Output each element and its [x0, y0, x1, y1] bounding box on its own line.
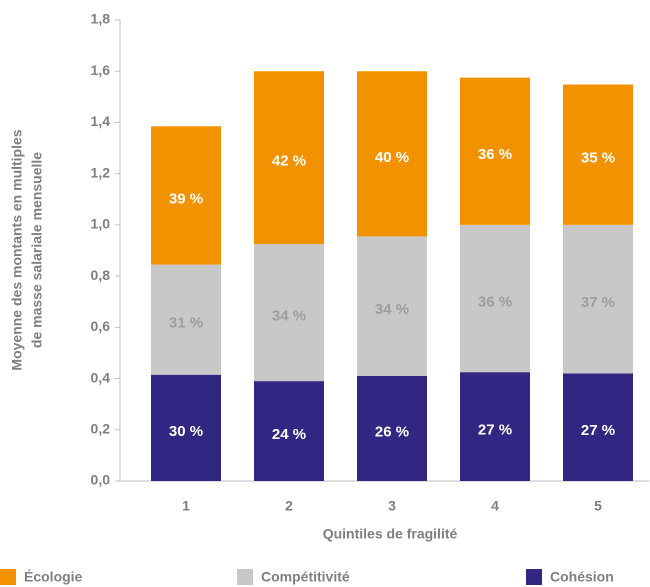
y-axis-label: de masse salariale mensuelle — [29, 152, 45, 348]
y-tick-label: 0,6 — [91, 318, 111, 334]
bar-segment — [563, 373, 633, 481]
y-tick-label: 0,8 — [91, 267, 111, 283]
data-label: 36 % — [478, 293, 512, 310]
legend-swatch — [237, 569, 253, 585]
bar-segment — [254, 71, 324, 245]
bar-segment — [357, 236, 427, 376]
bar-segment — [460, 224, 530, 373]
bar-segment — [151, 126, 221, 265]
x-tick-label: 3 — [388, 498, 396, 514]
y-tick-label: 0,4 — [91, 369, 111, 385]
data-label: 34 % — [272, 308, 306, 325]
y-tick-label: 1,2 — [91, 164, 111, 180]
y-tick-label: 1,6 — [91, 62, 111, 78]
data-label: 27 % — [478, 422, 512, 439]
data-label: 34 % — [375, 301, 409, 318]
y-tick-label: 1,4 — [91, 113, 111, 129]
data-label: 27 % — [581, 422, 615, 439]
bar-segment — [357, 71, 427, 237]
y-tick-label: 1,8 — [91, 11, 111, 27]
data-label: 37 % — [581, 294, 615, 311]
data-label: 26 % — [375, 423, 409, 440]
bar-segment — [563, 224, 633, 374]
bar-segment — [254, 244, 324, 382]
data-label: 24 % — [272, 426, 306, 443]
data-label: 31 % — [169, 315, 203, 332]
bar-segment — [563, 84, 633, 225]
bar-segment — [357, 375, 427, 481]
data-label: 42 % — [272, 153, 306, 170]
data-label: 36 % — [478, 146, 512, 163]
y-tick-label: 0,2 — [91, 420, 111, 436]
bar-segment — [151, 374, 221, 481]
bar-segment — [460, 372, 530, 481]
x-axis-label: Quintiles de fragilité — [323, 526, 458, 542]
legend-swatch — [526, 569, 542, 585]
y-tick-label: 0,0 — [91, 472, 111, 488]
legend-label: Cohésion — [550, 569, 614, 585]
legend-label: Écologie — [24, 569, 83, 585]
x-tick-label: 2 — [285, 498, 293, 514]
data-label: 40 % — [375, 149, 409, 166]
data-label: 30 % — [169, 423, 203, 440]
bar-segment — [254, 381, 324, 481]
bar-segment — [460, 77, 530, 225]
legend-swatch — [0, 569, 16, 585]
data-label: 39 % — [169, 190, 203, 207]
y-tick-label: 1,0 — [91, 216, 111, 232]
x-tick-label: 4 — [491, 498, 499, 514]
y-axis-label: Moyenne des montants en multiples — [9, 129, 25, 370]
x-tick-label: 1 — [182, 498, 190, 514]
bar-segment — [151, 264, 221, 375]
x-tick-label: 5 — [594, 498, 602, 514]
legend-label: Compétitivité — [261, 569, 350, 585]
data-label: 35 % — [581, 150, 615, 167]
